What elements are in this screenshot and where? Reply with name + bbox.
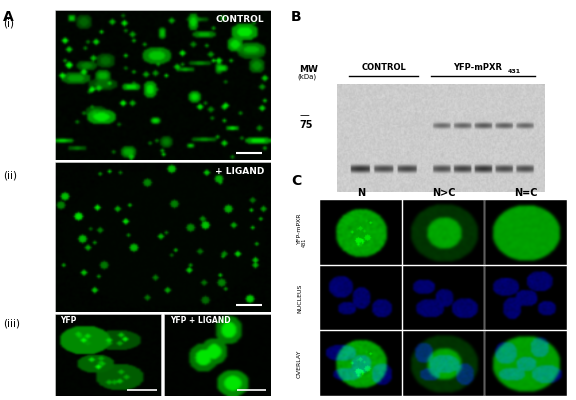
Text: OVERLAY: OVERLAY — [297, 349, 302, 378]
Text: YFP: YFP — [60, 316, 77, 326]
Text: N>C: N>C — [432, 188, 455, 198]
Text: (iii): (iii) — [3, 318, 20, 328]
Text: NUCLEUS: NUCLEUS — [297, 283, 302, 313]
Text: N=C: N=C — [514, 188, 538, 198]
Text: MW: MW — [300, 65, 319, 74]
Text: YFP + LIGAND: YFP + LIGAND — [170, 316, 230, 326]
Text: CONTROL: CONTROL — [215, 14, 264, 24]
Text: 75: 75 — [300, 120, 313, 130]
Text: —: — — [300, 110, 309, 120]
Text: B: B — [291, 10, 301, 24]
Text: YFP-mPXR: YFP-mPXR — [297, 213, 302, 244]
Text: (ii): (ii) — [3, 170, 17, 180]
Text: A: A — [3, 10, 14, 24]
Text: N: N — [357, 188, 365, 198]
Text: (i): (i) — [3, 18, 14, 28]
Text: (kDa): (kDa) — [298, 74, 317, 80]
Text: 431: 431 — [302, 238, 306, 247]
Text: 431: 431 — [508, 69, 521, 74]
Text: C: C — [291, 174, 301, 188]
Text: CONTROL: CONTROL — [361, 63, 406, 72]
Text: + LIGAND: + LIGAND — [215, 166, 264, 176]
Text: YFP-mPXR: YFP-mPXR — [453, 63, 502, 72]
